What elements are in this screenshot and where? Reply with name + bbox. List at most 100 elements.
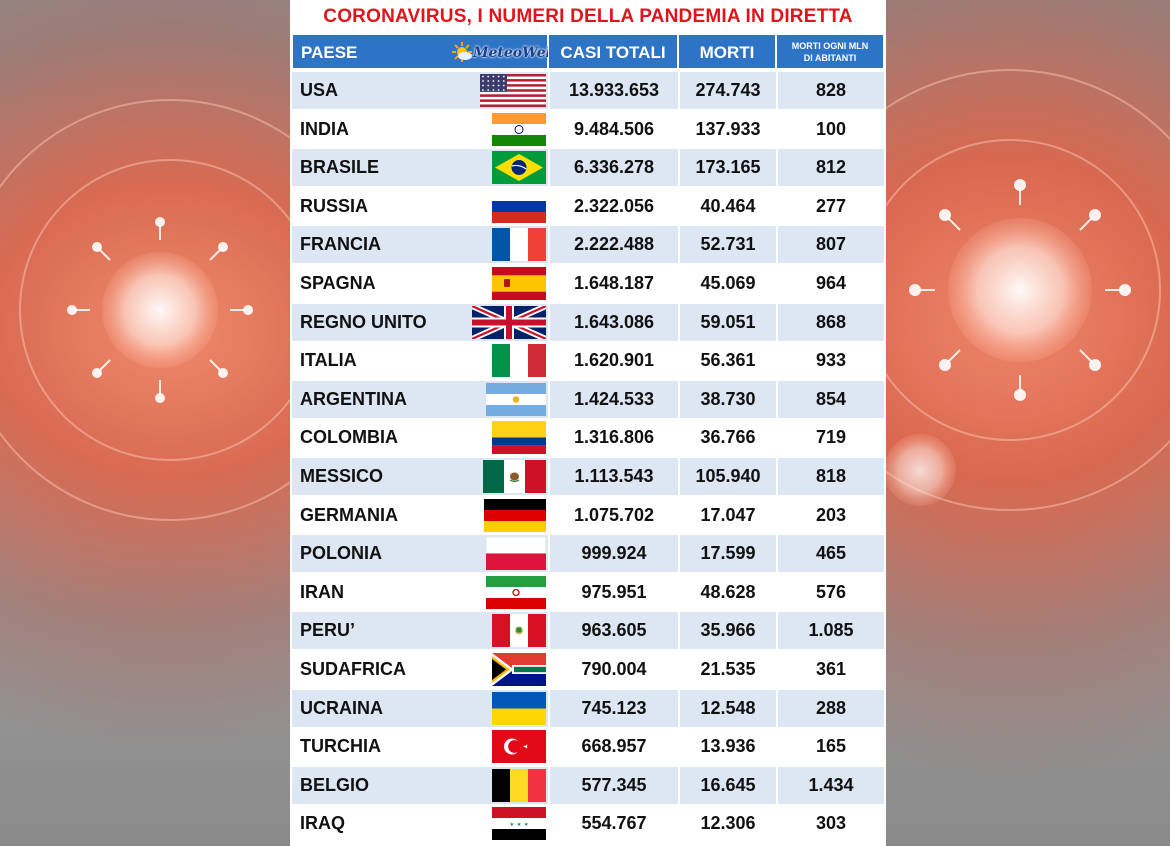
country-name: REGNO UNITO bbox=[300, 311, 427, 332]
country-cell: SUDAFRICA bbox=[292, 651, 548, 688]
country-name: PERU’ bbox=[300, 620, 356, 641]
iraq-flag: ✶ ✶ ✶ bbox=[492, 807, 546, 841]
table-header: PAESE MeteoWeb CASI TOTALI MORTI MORTI O bbox=[290, 34, 886, 71]
deaths-per-million-cell: 465 bbox=[776, 535, 884, 573]
page-title: CORONAVIRUS, I NUMERI DELLA PANDEMIA IN … bbox=[323, 6, 853, 27]
deaths-cell: 35.966 bbox=[678, 612, 776, 650]
deaths-per-million-cell: 828 bbox=[776, 72, 884, 109]
header-per-million-line2: DI ABITANTI bbox=[803, 53, 857, 63]
country-name: IRAQ bbox=[300, 813, 345, 834]
country-cell: IRAQ ✶ ✶ ✶ bbox=[292, 805, 548, 843]
deaths-per-million-cell: 807 bbox=[776, 226, 884, 264]
table-row: INDIA 9.484.506 137.933 100 bbox=[290, 110, 886, 150]
deaths-per-million-cell: 1.085 bbox=[776, 612, 884, 650]
country-cell: RUSSIA bbox=[292, 187, 548, 225]
header-deaths: MORTI bbox=[678, 34, 776, 69]
table-row: FRANCIA 2.222.488 52.731 807 bbox=[290, 226, 886, 265]
cases-cell: 577.345 bbox=[548, 766, 678, 804]
country-cell: INDIA bbox=[292, 110, 548, 148]
deaths-cell: 45.069 bbox=[678, 265, 776, 302]
country-name: ARGENTINA bbox=[300, 388, 407, 409]
deaths-per-million-cell: 361 bbox=[776, 651, 884, 688]
country-cell: ARGENTINA bbox=[292, 380, 548, 418]
country-name: GERMANIA bbox=[300, 504, 398, 525]
france-flag bbox=[492, 228, 546, 262]
country-name: TURCHIA bbox=[300, 736, 381, 757]
deaths-per-million-cell: 964 bbox=[776, 265, 884, 302]
cases-cell: 1.075.702 bbox=[548, 496, 678, 534]
cases-cell: 2.222.488 bbox=[548, 226, 678, 264]
country-cell: IRAN bbox=[292, 573, 548, 611]
argentina-flag bbox=[486, 382, 546, 416]
country-name: INDIA bbox=[300, 118, 349, 139]
country-cell: TURCHIA bbox=[292, 728, 548, 766]
header-deaths-per-million: MORTI OGNI MLN DI ABITANTI bbox=[776, 34, 884, 69]
peru-flag bbox=[492, 614, 546, 648]
deaths-cell: 48.628 bbox=[678, 573, 776, 611]
table-row: USA 13.933.653 274.743 828 bbox=[290, 72, 886, 111]
virus-icon-right bbox=[909, 179, 1131, 401]
table-row: BELGIO 577.345 16.645 1.434 bbox=[290, 766, 886, 806]
country-name: USA bbox=[300, 80, 339, 100]
country-cell: BELGIO bbox=[292, 766, 548, 804]
country-name: BRASILE bbox=[300, 157, 380, 178]
country-name: RUSSIA bbox=[300, 195, 369, 216]
poland-flag bbox=[486, 537, 546, 571]
table-row: IRAN 975.951 48.628 576 bbox=[290, 573, 886, 613]
country-name: BELGIO bbox=[300, 774, 370, 795]
deaths-per-million-cell: 203 bbox=[776, 496, 884, 534]
deaths-per-million-cell: 100 bbox=[776, 110, 884, 148]
country-name: MESSICO bbox=[300, 466, 384, 486]
country-name: FRANCIA bbox=[300, 234, 381, 255]
iran-flag bbox=[486, 575, 546, 609]
deaths-per-million-cell: 1.434 bbox=[776, 766, 884, 804]
brazil-flag bbox=[492, 151, 546, 185]
germany-flag bbox=[484, 498, 546, 532]
data-panel: CORONAVIRUS, I NUMERI DELLA PANDEMIA IN … bbox=[290, 0, 886, 846]
deaths-per-million-cell: 854 bbox=[776, 380, 884, 418]
cases-cell: 1.620.901 bbox=[548, 342, 678, 380]
table-row: SPAGNA 1.648.187 45.069 964 bbox=[290, 265, 886, 304]
south-africa-flag bbox=[492, 653, 546, 686]
cases-cell: 13.933.653 bbox=[548, 72, 678, 109]
country-name: ITALIA bbox=[300, 350, 357, 371]
cases-cell: 1.424.533 bbox=[548, 380, 678, 418]
deaths-per-million-cell: 303 bbox=[776, 805, 884, 843]
uk-flag bbox=[472, 305, 546, 339]
deaths-cell: 105.940 bbox=[678, 458, 776, 495]
cases-cell: 554.767 bbox=[548, 805, 678, 843]
spain-flag bbox=[492, 267, 546, 300]
table-row: REGNO UNITO 1.643.086 59.051 868 bbox=[290, 303, 886, 343]
cases-cell: 6.336.278 bbox=[548, 149, 678, 187]
deaths-cell: 13.936 bbox=[678, 728, 776, 766]
belgium-flag bbox=[492, 768, 546, 802]
country-name: IRAN bbox=[300, 581, 344, 602]
india-flag bbox=[492, 112, 546, 146]
sun-icon bbox=[452, 42, 472, 62]
virus-icon-small bbox=[884, 434, 956, 506]
mexico-flag bbox=[483, 460, 546, 493]
us-flag bbox=[480, 74, 546, 107]
meteoweb-logo: MeteoWeb bbox=[452, 39, 555, 67]
cases-cell: 2.322.056 bbox=[548, 187, 678, 225]
table-row: IRAQ ✶ ✶ ✶ 554.767 12.306 303 bbox=[290, 805, 886, 844]
cases-cell: 1.316.806 bbox=[548, 419, 678, 457]
table-row: BRASILE 6.336.278 173.165 812 bbox=[290, 149, 886, 188]
colombia-flag bbox=[492, 421, 546, 455]
country-cell: SPAGNA bbox=[292, 265, 548, 302]
cases-cell: 963.605 bbox=[548, 612, 678, 650]
cases-cell: 9.484.506 bbox=[548, 110, 678, 148]
svg-text:✶ ✶ ✶: ✶ ✶ ✶ bbox=[509, 822, 528, 829]
country-cell: MESSICO bbox=[292, 458, 548, 495]
russia-flag bbox=[492, 189, 546, 223]
cases-cell: 668.957 bbox=[548, 728, 678, 766]
deaths-per-million-cell: 868 bbox=[776, 303, 884, 341]
deaths-cell: 274.743 bbox=[678, 72, 776, 109]
deaths-per-million-cell: 933 bbox=[776, 342, 884, 380]
table-row: SUDAFRICA 790.004 21.535 361 bbox=[290, 651, 886, 690]
header-cases: CASI TOTALI bbox=[548, 34, 678, 69]
deaths-cell: 59.051 bbox=[678, 303, 776, 341]
table-row: TURCHIA 668.957 13.936 165 bbox=[290, 728, 886, 767]
deaths-per-million-cell: 277 bbox=[776, 187, 884, 225]
deaths-cell: 36.766 bbox=[678, 419, 776, 457]
